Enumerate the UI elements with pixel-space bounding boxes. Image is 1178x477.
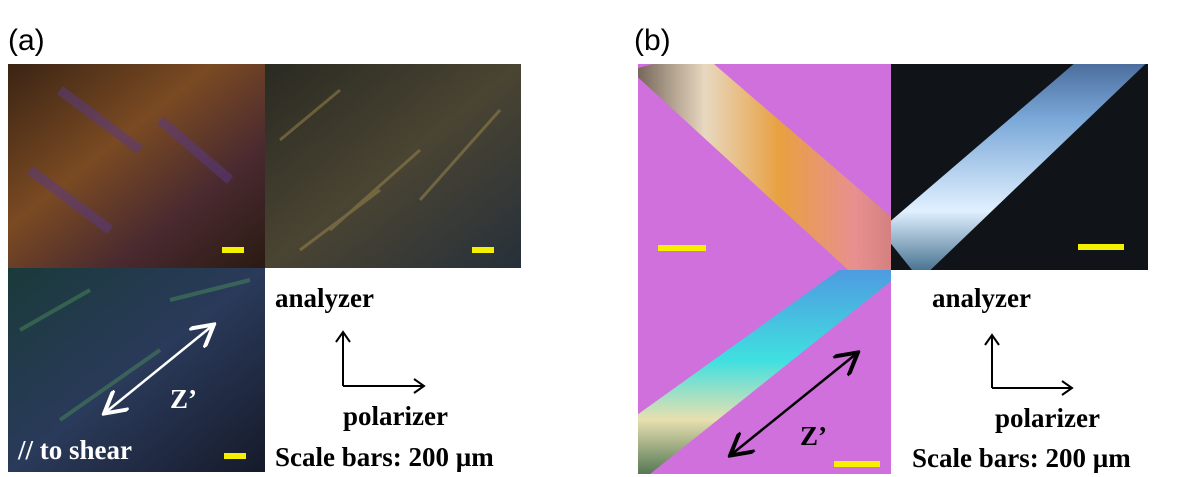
axis-label: analyzer — [275, 283, 374, 313]
direction-label: Z’ — [170, 384, 197, 414]
scale-note: Scale bars: 200 µm — [912, 443, 1131, 473]
axis-label: analyzer — [932, 283, 1031, 313]
direction-label: Z’ — [800, 421, 827, 451]
direction-note: // to shear — [17, 435, 132, 465]
axes-arrows — [343, 332, 424, 386]
axis-label: polarizer — [343, 401, 448, 431]
figure: (a) Z’ // to shear analyzer polarizer Sc… — [0, 0, 1178, 477]
panel-label: (a) — [8, 24, 45, 57]
arrow-head — [985, 335, 1072, 395]
micrograph — [630, 255, 905, 477]
axes-arrows — [992, 335, 1072, 388]
micrograph — [630, 52, 930, 290]
axis-label: polarizer — [995, 403, 1100, 433]
panel-label: (b) — [634, 24, 671, 57]
micrograph — [265, 64, 521, 268]
arrow-head — [336, 332, 424, 393]
micrograph — [8, 64, 265, 268]
scale-note: Scale bars: 200 µm — [275, 442, 494, 472]
